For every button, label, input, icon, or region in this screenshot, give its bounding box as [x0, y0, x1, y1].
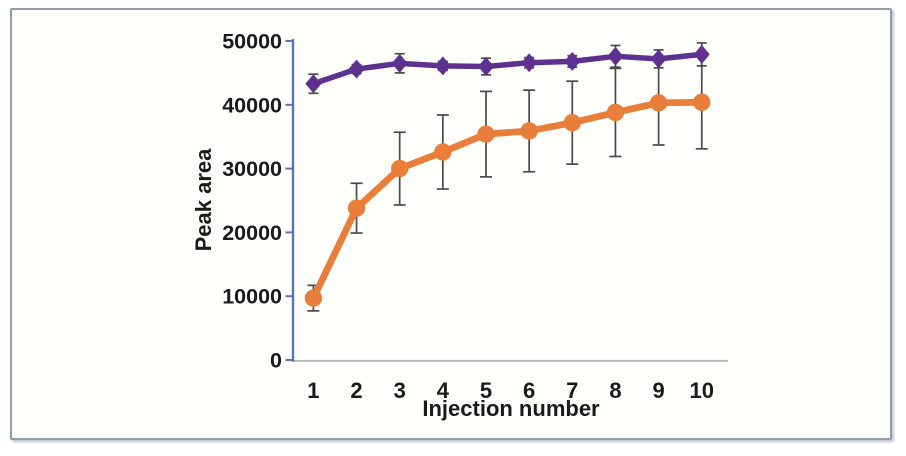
marker-circle: [693, 93, 711, 111]
x-tick-label: 2: [350, 378, 362, 403]
marker-diamond: [650, 49, 667, 69]
x-tick-label: 9: [652, 378, 664, 403]
marker-circle: [347, 199, 366, 217]
marker-diamond: [564, 51, 581, 71]
y-tick-label: 30000: [222, 157, 282, 181]
marker-circle: [434, 143, 452, 161]
y-tick-label: 0: [270, 349, 282, 373]
marker-diamond: [391, 53, 408, 73]
series-line-purple-diamond-series: [310, 51, 705, 87]
marker-circle: [520, 122, 538, 140]
y-axis-title: Peak area: [191, 148, 216, 252]
x-tick-label: 4: [437, 378, 450, 403]
marker-circle: [606, 103, 625, 122]
marker-circle: [391, 159, 409, 178]
x-axis-title: Injection number: [422, 396, 600, 421]
marker-diamond: [607, 46, 624, 66]
marker-circle: [649, 94, 668, 112]
series-line-orange-circle-series: [309, 98, 706, 302]
chart-card: [10, 8, 892, 440]
marker-diamond: [521, 53, 538, 73]
marker-diamond: [693, 44, 710, 64]
y-tick-label: 40000: [222, 93, 282, 117]
marker-diamond: [348, 59, 365, 79]
x-tick-label: 8: [609, 378, 621, 403]
x-tick-label: 3: [394, 378, 406, 403]
x-tick-label: 5: [480, 378, 492, 403]
marker-circle: [304, 289, 323, 307]
marker-diamond: [478, 57, 494, 77]
y-tick-label: 50000: [222, 30, 282, 54]
y-tick-label: 20000: [222, 221, 282, 245]
marker-diamond: [434, 56, 451, 76]
x-tick-label: 7: [566, 378, 578, 403]
x-tick-label: 1: [307, 378, 319, 403]
marker-circle: [477, 125, 495, 143]
x-tick-label: 10: [690, 378, 714, 403]
y-tick-label: 10000: [222, 285, 282, 309]
x-tick-label: 6: [523, 378, 535, 403]
marker-diamond: [305, 74, 322, 94]
marker-circle: [563, 113, 581, 132]
